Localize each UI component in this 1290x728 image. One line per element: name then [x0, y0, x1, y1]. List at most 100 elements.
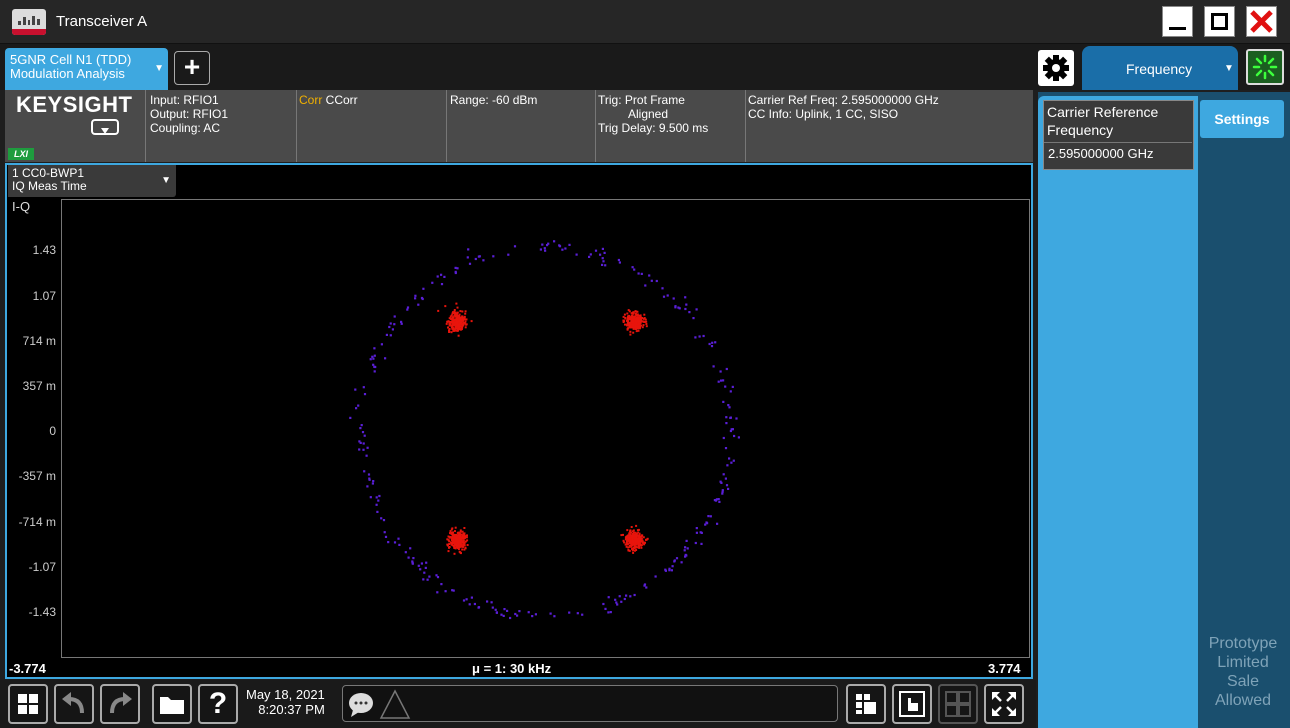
transition-point: [514, 612, 517, 616]
app-logo-icon: [12, 9, 46, 35]
transition-point: [436, 275, 439, 278]
transition-point: [406, 306, 410, 309]
transition-point: [717, 498, 720, 501]
transition-point: [452, 589, 455, 592]
transition-point: [581, 613, 584, 616]
message-area[interactable]: [342, 685, 838, 722]
transition-point: [618, 595, 621, 598]
tab-row: [0, 44, 1290, 90]
transition-point: [389, 334, 392, 337]
transition-point: [710, 345, 714, 348]
close-button[interactable]: [1246, 6, 1277, 37]
transition-point: [650, 279, 653, 282]
transition-point: [685, 539, 688, 542]
multi-window-button[interactable]: [938, 684, 978, 724]
control-panel: [1038, 96, 1198, 728]
transition-point: [720, 481, 723, 484]
transition-point: [492, 255, 495, 258]
trace-selector[interactable]: 1 CC0-BWP1 IQ Meas Time ▼: [8, 165, 176, 197]
transition-point: [633, 593, 636, 597]
transition-point: [417, 564, 420, 567]
transition-point: [705, 521, 708, 524]
tab-settings[interactable]: Settings: [1200, 100, 1284, 138]
transition-point: [541, 243, 544, 246]
transition-point: [502, 614, 505, 617]
transition-point: [500, 613, 503, 616]
transition-point: [365, 454, 368, 457]
menu-tab-label: Frequency: [1126, 61, 1193, 77]
transition-point: [668, 567, 671, 570]
transition-point: [468, 603, 471, 606]
input-settings[interactable]: Input: RFIO1 Output: RFIO1 Coupling: AC: [150, 93, 228, 135]
full-screen-button[interactable]: [984, 684, 1024, 724]
transition-point: [683, 549, 686, 552]
transition-point: [618, 261, 621, 264]
transition-point: [722, 379, 725, 382]
dropdown-arrow-icon: ▼: [161, 175, 171, 186]
carrier-status[interactable]: Carrier Ref Freq: 2.595000000 GHz CC Inf…: [748, 93, 939, 121]
transition-point: [531, 615, 534, 618]
minimize-button[interactable]: [1162, 6, 1193, 37]
transition-point: [368, 478, 371, 481]
transition-point: [684, 555, 687, 558]
transition-point: [527, 611, 530, 614]
carrier-ref-freq-label: Carrier Reference Frequency: [1047, 104, 1159, 138]
file-button[interactable]: [152, 684, 192, 724]
transition-point: [366, 446, 369, 449]
transition-point: [721, 489, 724, 492]
transition-point: [709, 515, 712, 518]
transition-point: [601, 247, 604, 250]
transition-point: [406, 308, 409, 311]
transition-point: [398, 543, 401, 546]
transition-point: [643, 583, 647, 586]
transition-point: [588, 255, 591, 258]
busy-indicator-button[interactable]: [1246, 49, 1284, 85]
touch-button[interactable]: [892, 684, 932, 724]
transition-point: [730, 461, 733, 464]
transition-point: [397, 537, 400, 540]
output-label: Output: RFIO1: [150, 107, 229, 121]
screen-control-icon[interactable]: [90, 118, 120, 145]
windows-button[interactable]: [8, 684, 48, 724]
transition-point: [412, 557, 415, 560]
transition-point: [674, 306, 677, 309]
transition-point: [594, 249, 598, 252]
transition-point: [444, 590, 447, 593]
transition-point: [358, 448, 361, 451]
transition-point: [616, 603, 619, 606]
transition-point: [482, 259, 485, 262]
menu-tab-frequency[interactable]: Frequency ▼: [1082, 46, 1238, 90]
iq-constellation-plot[interactable]: [62, 200, 1029, 657]
transition-point: [604, 607, 607, 610]
transition-point: [721, 492, 724, 495]
constellation-cluster: [446, 526, 469, 555]
transition-point: [494, 608, 497, 611]
transition-point: [516, 614, 519, 617]
trigger-status[interactable]: Trig: Prot Frame Aligned Trig Delay: 9.5…: [598, 93, 708, 135]
transition-point: [575, 253, 578, 256]
transition-point: [400, 322, 403, 325]
corrections-status[interactable]: Corr CCorr: [299, 93, 358, 107]
help-button[interactable]: ?: [198, 684, 238, 724]
carrier-ref-freq-value[interactable]: 2.595000000 GHz: [1044, 142, 1192, 164]
transition-point: [373, 370, 376, 373]
transition-point: [422, 287, 425, 290]
transition-point: [360, 424, 363, 427]
redo-button[interactable]: [100, 684, 140, 724]
watermark-line: Prototype: [1208, 635, 1278, 652]
transition-point: [617, 258, 620, 262]
transition-point: [383, 531, 386, 534]
measurement-tab[interactable]: 5GNR Cell N1 (TDD) Modulation Analysis ▼: [5, 48, 168, 90]
spinner-icon: [1252, 54, 1278, 80]
settings-button[interactable]: [1038, 50, 1074, 86]
transition-point: [362, 386, 365, 389]
transition-point: [686, 547, 689, 550]
transition-point: [371, 482, 374, 485]
maximize-button[interactable]: [1204, 6, 1235, 37]
graph-window[interactable]: [5, 163, 1033, 679]
range-status[interactable]: Range: -60 dBm: [450, 93, 538, 107]
add-measurement-button[interactable]: +: [174, 51, 210, 85]
undo-button[interactable]: [54, 684, 94, 724]
transition-point: [372, 480, 375, 483]
window-layout-button[interactable]: [846, 684, 886, 724]
